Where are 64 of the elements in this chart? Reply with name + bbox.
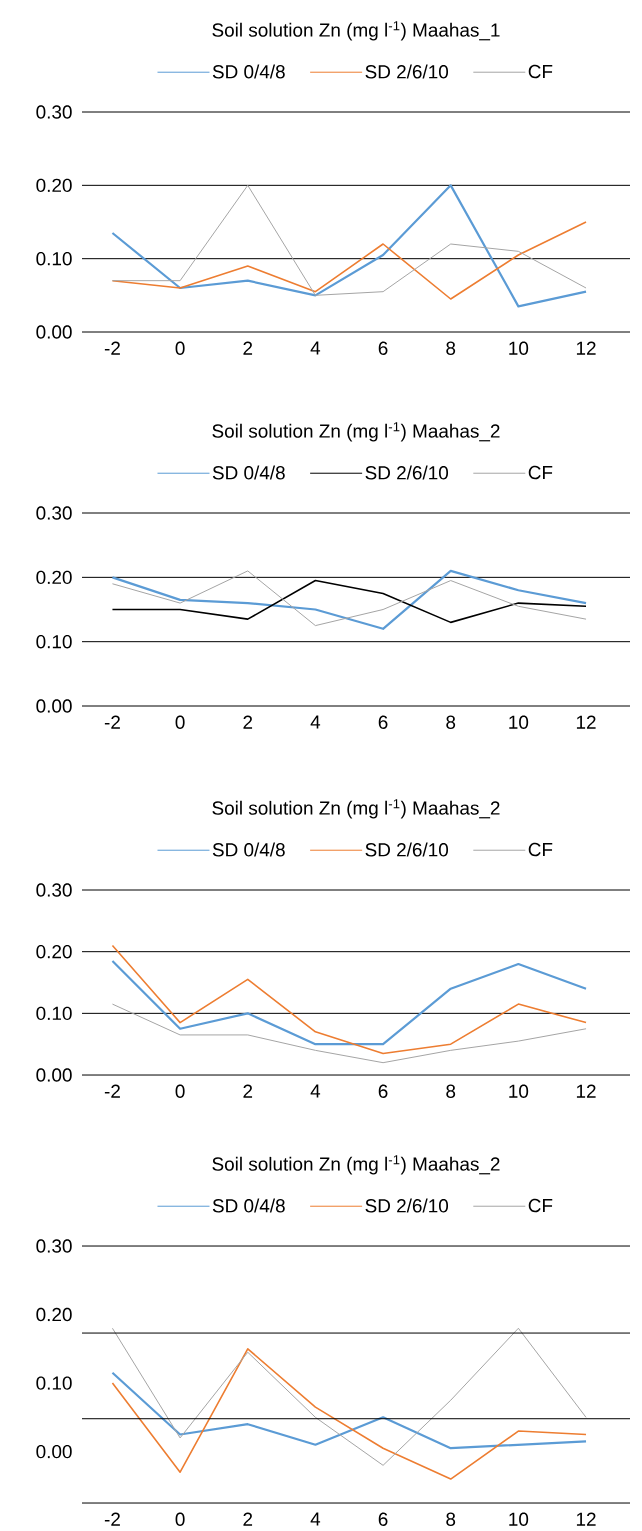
y-tick-label: 0.20 [36, 1307, 72, 1322]
y-tick-label: 0.10 [36, 1006, 72, 1021]
y-tick-label: 0.10 [36, 1376, 72, 1390]
x-tick-label: 0 [175, 1512, 185, 1526]
x-tick-label: -2 [104, 1084, 120, 1098]
x-tick-label: -2 [104, 341, 120, 355]
legend-label: SD 2/6/10 [365, 465, 449, 480]
x-tick-label: 0 [175, 715, 185, 729]
y-tick-label: 0.10 [36, 251, 72, 266]
legend-label: SD 0/4/8 [212, 465, 285, 480]
chart-title: Soil solution Zn (mg l$^{-1}$) Maahas_2 [212, 422, 500, 442]
x-tick-label: 10 [509, 1084, 529, 1098]
y-tick-label: 0.10 [36, 634, 72, 649]
y-tick-label: 0.00 [36, 699, 72, 713]
x-tick-label: 12 [576, 1084, 596, 1098]
x-tick-label: 4 [310, 715, 321, 729]
x-tick-label: 12 [576, 341, 596, 355]
y-tick-label: 0.20 [36, 178, 72, 193]
y-tick-label: 0.20 [36, 944, 72, 959]
x-tick-label: 2 [243, 1512, 253, 1526]
x-tick-label: 0 [175, 1084, 185, 1098]
x-tick-label: 4 [310, 1512, 321, 1526]
legend-label: CF [528, 842, 553, 857]
y-tick-label: 0.30 [36, 883, 72, 897]
legend-label: SD 0/4/8 [212, 64, 285, 79]
x-tick-label: 6 [378, 1512, 388, 1526]
legend-label: SD 0/4/8 [212, 842, 285, 857]
x-tick-label: 6 [378, 341, 388, 355]
y-tick-label: 0.20 [36, 570, 72, 585]
x-tick-label: 12 [576, 1512, 596, 1526]
x-tick-label: 6 [378, 715, 388, 729]
x-tick-label: 12 [576, 715, 596, 729]
chart-title: Soil solution Zn (mg l$^{-1}$) Maahas_2 [212, 799, 500, 819]
legend-label: CF [528, 64, 553, 79]
legend-label: SD 2/6/10 [365, 64, 449, 79]
legend-label: SD 0/4/8 [212, 1198, 285, 1213]
y-tick-label: 0.00 [36, 1444, 72, 1459]
x-tick-label: 2 [243, 341, 253, 355]
x-tick-label: 6 [378, 1084, 388, 1098]
x-tick-label: 4 [310, 341, 321, 355]
x-tick-label: -2 [104, 1512, 120, 1526]
x-tick-label: 2 [243, 715, 253, 729]
x-tick-label: 8 [446, 341, 456, 355]
chart-title: Soil solution Zn (mg l$^{-1}$) Maahas_2 [212, 1155, 500, 1175]
legend-label: SD 2/6/10 [365, 842, 449, 857]
x-tick-label: -2 [104, 715, 120, 729]
x-tick-label: 8 [446, 1512, 456, 1526]
y-tick-label: 0.00 [36, 1068, 72, 1082]
x-tick-label: 8 [446, 715, 456, 729]
legend-label: SD 2/6/10 [365, 1198, 449, 1213]
y-tick-label: 0.00 [36, 325, 72, 339]
x-tick-label: 2 [243, 1084, 253, 1098]
x-tick-label: 4 [310, 1084, 321, 1098]
y-tick-label: 0.30 [36, 105, 72, 119]
x-tick-label: 10 [509, 341, 529, 355]
x-tick-label: 0 [175, 341, 185, 355]
legend-label: CF [528, 465, 553, 480]
y-tick-label: 0.30 [36, 1239, 72, 1253]
legend-label: CF [528, 1198, 553, 1213]
y-tick-label: 0.30 [36, 506, 72, 520]
x-tick-label: 10 [509, 715, 529, 729]
x-tick-label: 8 [446, 1084, 456, 1098]
x-tick-label: 10 [509, 1512, 529, 1526]
chart-title: Soil solution Zn (mg l$^{-1}$) Maahas_1 [212, 21, 500, 41]
